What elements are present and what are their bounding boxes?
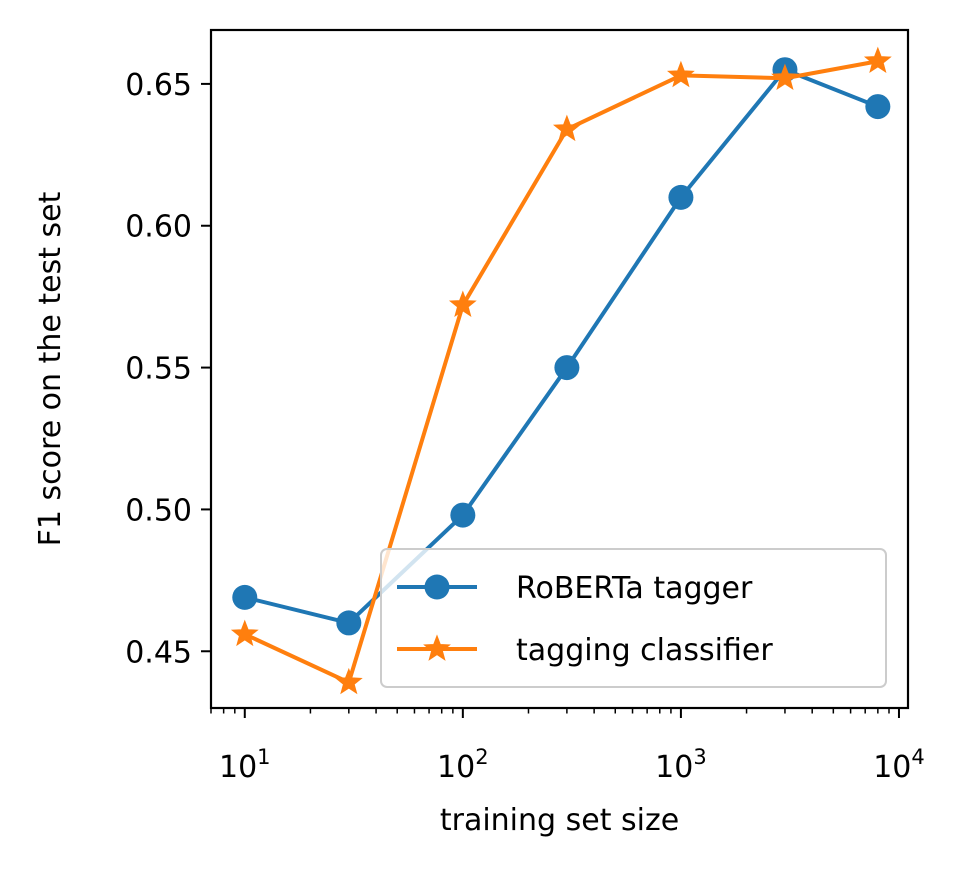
data-point: [336, 610, 362, 636]
data-point: [230, 619, 259, 647]
y-tick-label: 0.55: [125, 352, 192, 387]
legend-label: tagging classifier: [516, 633, 773, 668]
x-axis-title: training set size: [440, 803, 679, 838]
x-tick-label: 101: [219, 745, 271, 785]
data-point: [334, 667, 363, 695]
series-line: [242, 67, 881, 625]
x-tick-label: 104: [873, 745, 925, 785]
y-tick-label: 0.65: [125, 68, 192, 103]
plot-area: [230, 46, 892, 695]
axes-frame: [209, 28, 910, 710]
data-point: [554, 355, 580, 381]
legend-entry: RoBERTa tagger: [397, 571, 753, 606]
series-2: [230, 46, 892, 695]
y-axis: 0.45 0.50 0.55 0.60 0.65: [125, 68, 211, 670]
y-tick-label: 0.45: [125, 635, 192, 670]
data-point: [450, 502, 476, 528]
data-point: [865, 94, 891, 120]
y-tick-label: 0.50: [125, 493, 192, 528]
data-point: [448, 290, 477, 317]
data-point: [667, 60, 695, 88]
data-point: [668, 184, 694, 210]
y-tick-label: 0.60: [125, 210, 192, 245]
data-point: [552, 114, 581, 142]
y-axis-title: F1 score on the test set: [33, 191, 68, 546]
legend: RoBERTa tagger tagging classifier: [380, 548, 887, 688]
legend-entry: tagging classifier: [397, 633, 773, 668]
legend-circle-marker: [424, 574, 450, 600]
data-point: [863, 46, 892, 74]
legend-star-marker: [423, 634, 451, 661]
legend-frame: [380, 548, 887, 688]
x-tick-label: 103: [655, 745, 707, 785]
x-axis: 101 102 103 104: [210, 708, 925, 785]
legend-label: RoBERTa tagger: [516, 571, 753, 606]
x-tick-label: 102: [437, 745, 489, 785]
data-point: [232, 584, 258, 610]
data-point: [771, 63, 799, 91]
